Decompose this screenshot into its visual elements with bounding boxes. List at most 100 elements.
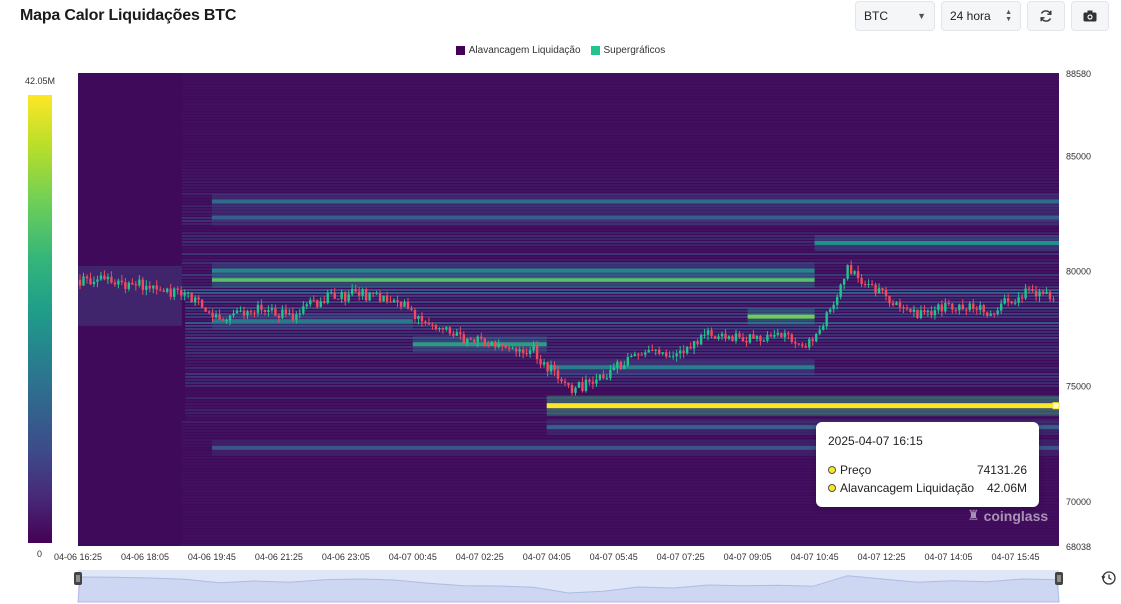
refresh-button[interactable] [1027,1,1065,31]
candle-body [713,336,717,339]
camera-icon [1083,10,1097,22]
heatmap-cell [181,184,1059,186]
candle-body [769,334,773,337]
candle-body [1017,297,1020,303]
candle-body [958,304,961,311]
candle-body [780,332,783,337]
heatmap-cell [185,418,1059,420]
heatmap-cell [185,385,1059,387]
candle-body [912,309,916,312]
heatmap-cell [181,514,1059,516]
candle-body [117,280,120,285]
heatmap-cell [181,298,1059,300]
screenshot-button[interactable] [1071,1,1109,31]
candle-body [727,336,731,339]
x-tick-label: 04-07 05:45 [590,552,638,562]
candle-body [392,300,396,303]
candle-body [874,284,877,294]
candle-body [710,330,713,337]
candle-body [235,310,239,314]
legend-item-supercharts[interactable]: Supergráficos [590,45,665,56]
candle-body [483,338,486,345]
candle-body [490,341,493,346]
candle-body [1013,302,1017,304]
heatmap-band [211,277,815,282]
candle-body [476,336,479,342]
x-tick-label: 04-07 04:05 [523,552,571,562]
heatmap-cell [181,148,1059,150]
candle-body [748,334,752,343]
candle-body [842,278,846,285]
candle-body [528,350,532,354]
reset-zoom-button[interactable] [1101,570,1119,588]
candle-body [853,271,856,274]
time-range-select[interactable]: 24 hora ▲ ▼ [941,1,1021,31]
candle-body [940,304,944,312]
candle-body [445,327,448,330]
heatmap-cell [181,487,1059,489]
candle-body [776,332,780,335]
coin-select[interactable]: BTC ▼ [855,1,935,31]
heatmap-cell [181,484,1059,486]
candle-body [790,334,794,342]
x-tick-label: 04-07 00:45 [389,552,437,562]
candle-body [312,300,315,302]
color-scale-bar[interactable] [28,95,52,543]
candle-body [884,290,888,296]
candle-body [396,300,399,303]
heatmap-cell [181,421,1059,423]
tooltip-value: 74131.26 [976,463,1027,477]
candle-body [420,315,424,322]
heatmap-cell [185,370,1059,372]
heatmap-cell [181,226,1059,228]
candle-body [926,310,930,313]
candle-body [131,282,134,285]
heatmap-cell [181,232,1059,234]
candle-body [616,361,619,368]
candle-body [214,314,218,318]
heatmap-band [546,403,1059,409]
candle-body [333,292,336,299]
heatmap-cell [181,247,1059,249]
candle-body [992,313,996,315]
candle-body [417,315,420,320]
candle-body [518,349,521,352]
candle-body [1024,288,1027,299]
heatmap-cell [181,163,1059,165]
chart-tooltip: 2025-04-07 16:15 Preço 74131.26 Alavanca… [816,422,1039,507]
legend-item-leverage[interactable]: Alavancagem Liquidação [455,45,581,56]
candle-body [675,353,678,357]
heatmap-cell [181,211,1059,213]
candle-body [326,292,329,303]
candle-body [570,384,574,393]
candle-body [232,313,235,316]
heatmap-cell [185,337,1059,339]
candle-body [560,378,563,382]
candle-body [120,280,124,283]
candle-body [277,315,281,318]
candle-body [685,346,689,354]
x-tick-label: 04-07 07:25 [657,552,705,562]
candle-body [438,328,441,330]
y-tick-label: 88580 [1066,69,1091,79]
candle-body [626,357,630,366]
candle-body [863,283,867,285]
candle-body [263,309,267,313]
candle-body [731,336,734,341]
candle-body [494,341,497,347]
heatmap-cell [181,289,1059,291]
heatmap-cell [181,238,1059,240]
heatmap-cell [181,256,1059,258]
candle-body [787,333,790,335]
candle-body [678,350,682,354]
candle-body [452,333,455,336]
heatmap-band [814,240,1059,245]
candle-body [801,344,804,346]
candle-body [1038,291,1041,297]
candle-body [253,312,256,314]
heatmap-cell [181,145,1059,147]
candle-body [759,336,762,342]
candle-body [309,300,312,305]
heatmap-cell [181,196,1059,198]
